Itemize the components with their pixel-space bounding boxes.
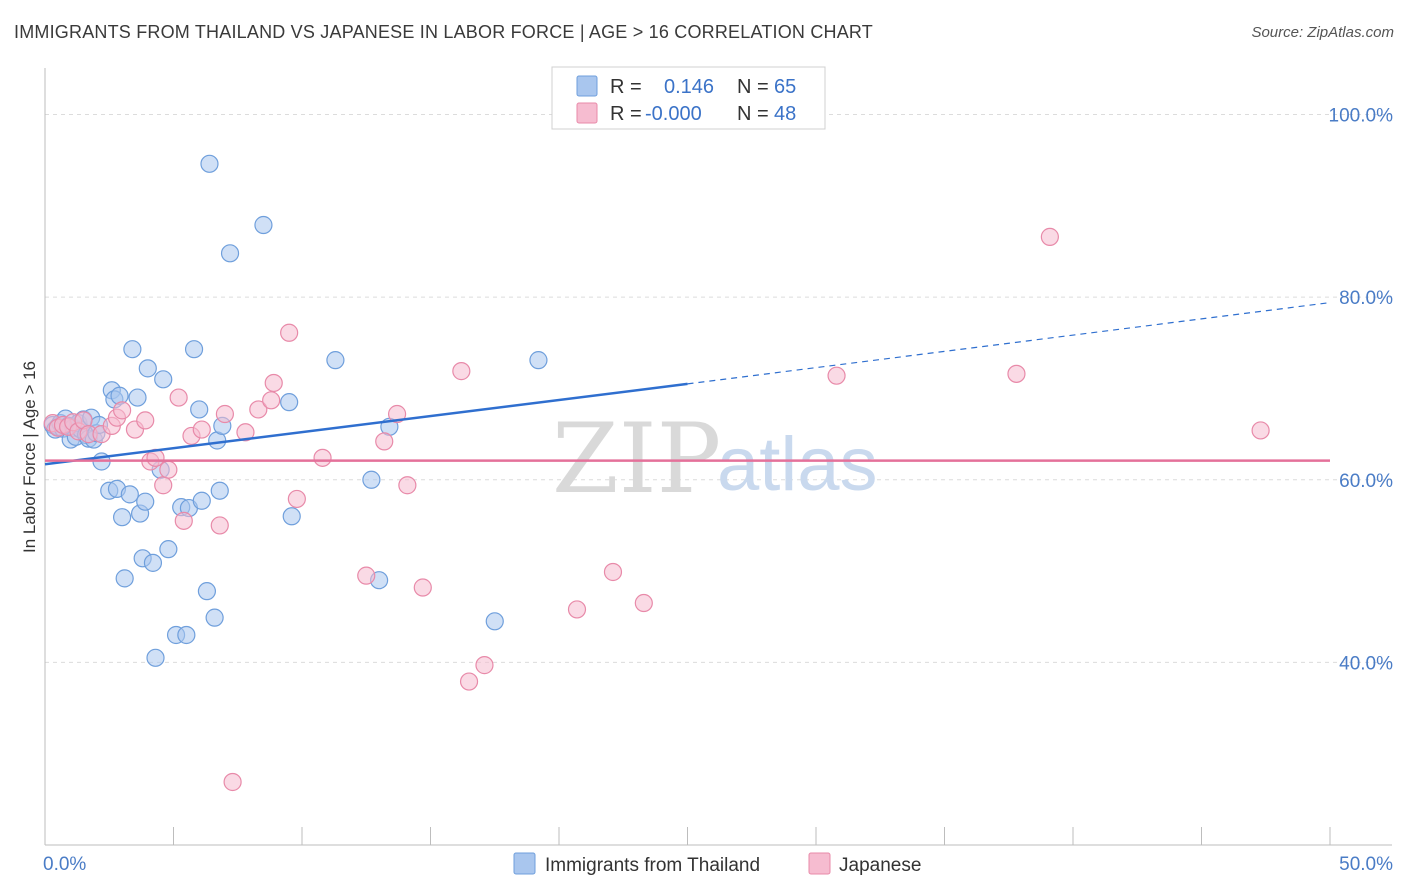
data-point <box>146 648 165 667</box>
trend-line-thailand <box>44 382 688 466</box>
legend-n-value-thailand: 65 <box>774 76 796 98</box>
legend-n-value-japanese: 48 <box>774 103 796 125</box>
source-label: Source: ZipAtlas.com <box>1251 24 1394 41</box>
data-point <box>254 215 273 235</box>
data-point <box>485 612 504 631</box>
data-point <box>205 608 224 627</box>
data-point <box>112 508 132 527</box>
legend-swatch-japanese <box>576 102 598 124</box>
data-point <box>375 432 394 451</box>
data-point <box>603 562 623 582</box>
data-point <box>115 569 134 588</box>
watermark-atlas: atlas <box>717 422 878 507</box>
data-point <box>357 566 376 585</box>
data-point <box>249 400 268 419</box>
data-point <box>197 582 217 601</box>
data-point <box>174 511 193 530</box>
data-point <box>154 476 173 495</box>
data-point <box>287 489 306 509</box>
data-point <box>264 373 283 393</box>
data-point <box>262 391 281 410</box>
data-point <box>827 366 846 385</box>
legend-swatch-thailand <box>576 75 598 97</box>
data-point <box>1040 227 1059 246</box>
chart-title: IMMIGRANTS FROM THAILAND VS JAPANESE IN … <box>14 22 874 42</box>
bottom-legend-swatch-thailand <box>513 852 536 875</box>
legend-n-label-japanese: N = <box>737 103 769 125</box>
trend-line-extension <box>687 302 1331 385</box>
gridlines <box>45 114 1392 663</box>
data-point <box>159 460 178 479</box>
data-point <box>138 359 157 378</box>
data-point <box>128 388 147 407</box>
y-tick-label: 60.0% <box>1339 471 1393 492</box>
data-point <box>210 481 229 500</box>
y-tick-labels: 40.0% 60.0% 80.0% 100.0% <box>1329 106 1394 675</box>
data-point <box>313 448 332 467</box>
data-point <box>200 154 219 173</box>
legend: R = 0.146 N = 65 R = -0.000 N = 48 <box>551 66 826 130</box>
data-point <box>452 362 471 381</box>
data-point <box>282 507 301 526</box>
bottom-legend-label-japanese: Japanese <box>839 855 921 876</box>
y-tick-label: 80.0% <box>1339 288 1393 309</box>
data-point <box>223 772 242 792</box>
bottom-legend-label-thailand: Immigrants from Thailand <box>545 855 760 876</box>
data-point <box>184 340 204 359</box>
data-point <box>280 393 299 412</box>
watermark: ZIP atlas <box>552 403 878 515</box>
data-point <box>210 516 229 535</box>
data-point <box>475 656 494 675</box>
data-point <box>634 593 653 613</box>
x-tick-labels: 0.0% 50.0% <box>43 854 1393 875</box>
trend-lines <box>44 302 1331 466</box>
data-point <box>154 370 173 389</box>
data-point <box>236 423 255 442</box>
y-tick-label: 100.0% <box>1329 106 1394 127</box>
data-point <box>1007 364 1026 383</box>
legend-r-label-thailand: R = <box>610 76 642 98</box>
data-points <box>43 154 1270 792</box>
data-point <box>177 625 196 645</box>
data-point <box>280 323 299 342</box>
data-point <box>112 401 132 420</box>
legend-r-label-japanese: R = <box>610 103 642 125</box>
data-point <box>220 244 240 263</box>
data-point <box>326 351 345 370</box>
axes <box>44 68 1392 846</box>
y-tick-label: 40.0% <box>1339 653 1393 674</box>
data-point <box>143 553 163 572</box>
data-point <box>136 492 155 511</box>
x-tick-label: 0.0% <box>43 854 86 875</box>
data-point <box>398 476 417 495</box>
data-point <box>529 351 548 370</box>
data-point <box>192 491 211 510</box>
legend-r-value-thailand: 0.146 <box>664 76 714 98</box>
data-point <box>192 420 211 439</box>
bottom-legend-swatch-japanese <box>808 852 831 875</box>
data-point <box>1251 421 1270 440</box>
data-point <box>169 388 188 407</box>
legend-r-value-japanese: -0.000 <box>645 103 702 125</box>
bottom-legend: Immigrants from Thailand Japanese <box>513 852 921 876</box>
watermark-zip: ZIP <box>552 403 721 515</box>
data-point <box>215 404 234 424</box>
data-point <box>120 485 139 504</box>
data-point <box>459 672 479 691</box>
data-point <box>413 578 432 597</box>
data-point <box>123 340 142 359</box>
x-tick-label: 50.0% <box>1339 854 1393 875</box>
data-point <box>567 600 587 619</box>
y-axis-label: In Labor Force | Age > 16 <box>20 361 39 553</box>
legend-n-label-thailand: N = <box>737 76 769 98</box>
data-point <box>387 404 407 424</box>
data-point <box>159 540 178 559</box>
series-japanese <box>43 227 1270 792</box>
data-point <box>190 400 209 419</box>
data-point <box>136 411 155 430</box>
data-point <box>362 470 381 489</box>
